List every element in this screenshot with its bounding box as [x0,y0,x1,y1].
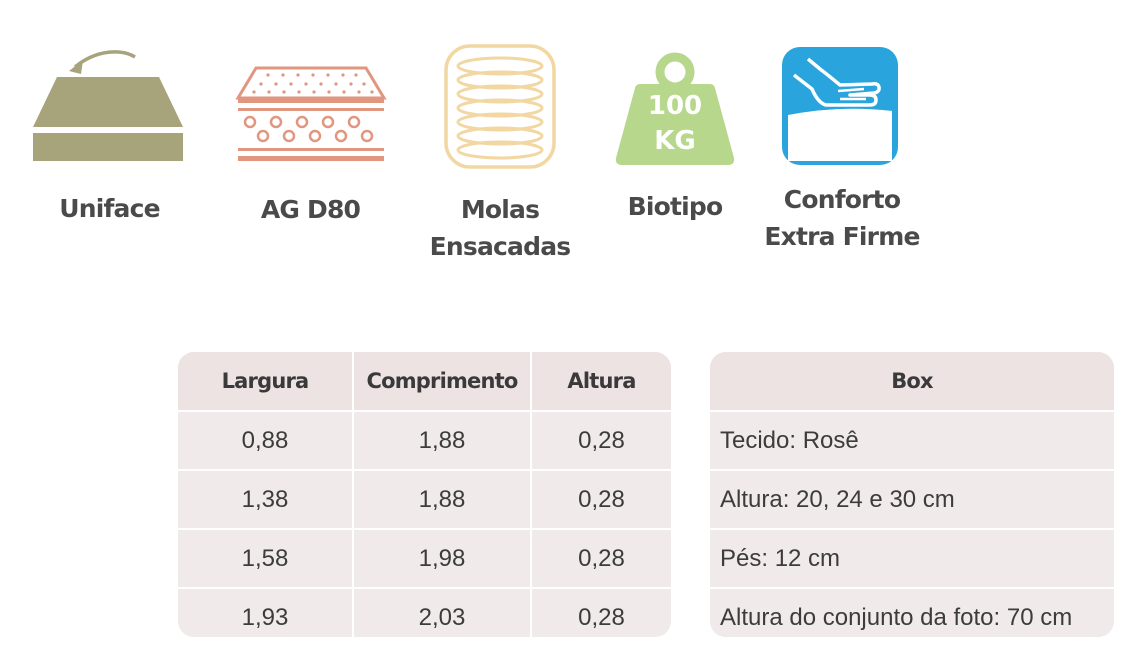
feature-ag-d80: AG D80 [228,60,393,228]
mattress-flip-icon [33,50,183,161]
table-header-row: Box [710,352,1114,412]
feature-uniface: Uniface [27,45,192,227]
column-header-largura: Largura [178,352,354,412]
feature-label-line-2: Extra Firme [764,222,920,251]
weight-icon: 100 KG [615,52,735,165]
table-row: 1,38 1,88 0,28 [178,469,671,530]
feature-label: AG D80 [260,195,361,224]
table-row: 1,58 1,98 0,28 [178,528,671,589]
weight-unit-text: KG [654,126,696,156]
cell-comprimento: 2,03 [352,587,532,637]
table-row: 0,88 1,88 0,28 [178,410,671,471]
table-header-row: Largura Comprimento Altura [178,352,671,412]
cell-largura: 1,93 [178,587,354,637]
cell-altura: 0,28 [530,410,671,471]
cell-altura: 0,28 [530,528,671,589]
feature-label-line-2: Ensacadas [429,232,572,261]
feature-label: Biotipo [627,192,724,221]
table-row: 1,93 2,03 0,28 [178,587,671,637]
hand-press-icon [782,47,898,165]
table-row: Altura do conjunto da foto: 70 cm [710,587,1114,637]
table-row: Pés: 12 cm [710,528,1114,589]
box-header: Box [710,352,1114,412]
feature-label-line-1: Molas [460,195,540,224]
feature-molas-ensacadas: Molas Ensacadas [420,43,580,265]
cell-comprimento: 1,98 [352,528,532,589]
table-row: Altura: 20, 24 e 30 cm [710,469,1114,530]
cell-largura: 0,88 [178,410,354,471]
cell-altura: 0,28 [530,587,671,637]
cell-largura: 1,58 [178,528,354,589]
box-table: Box Tecido: Rosê Altura: 20, 24 e 30 cm … [710,352,1114,637]
cell-comprimento: 1,88 [352,469,532,530]
feature-label: Uniface [59,194,160,223]
spring-coil-icon [444,44,556,169]
cell-altura: 0,28 [530,469,671,530]
foam-layers-icon [235,66,387,161]
feature-conforto-extra-firme: Conforto Extra Firme [752,45,920,255]
table-row: Tecido: Rosê [710,410,1114,471]
dimensions-table: Largura Comprimento Altura 0,88 1,88 0,2… [178,352,671,637]
feature-label-line-1: Conforto [783,185,901,214]
box-info-cell: Altura: 20, 24 e 30 cm [710,469,1114,530]
column-header-altura: Altura [530,352,671,412]
box-info-cell: Pés: 12 cm [710,528,1114,589]
feature-biotipo: 100 KG Biotipo [610,50,740,225]
box-info-cell: Tecido: Rosê [710,410,1114,471]
cell-largura: 1,38 [178,469,354,530]
cell-comprimento: 1,88 [352,410,532,471]
weight-value-text: 100 [648,91,702,121]
column-header-comprimento: Comprimento [352,352,532,412]
box-info-cell: Altura do conjunto da foto: 70 cm [710,587,1114,637]
